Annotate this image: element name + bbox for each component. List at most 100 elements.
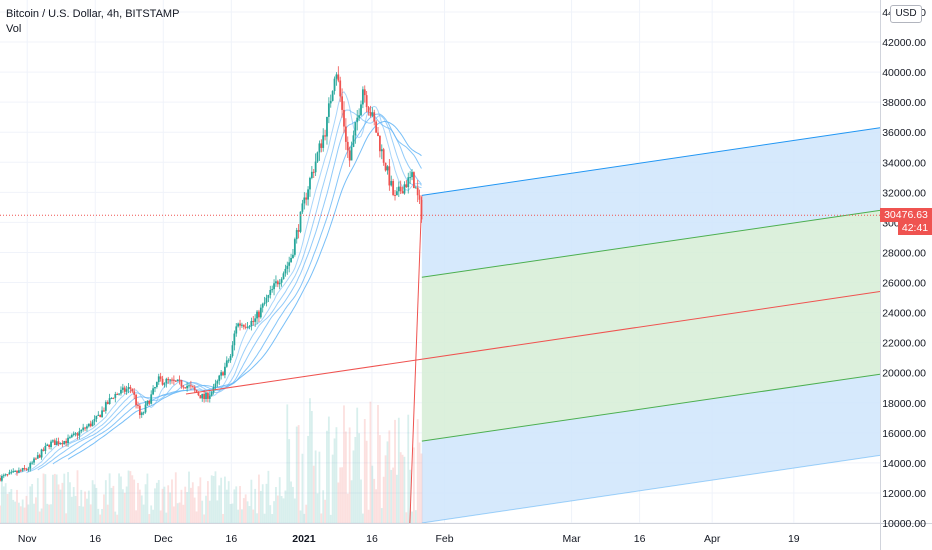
- price-tick-label[interactable]: 34000.00: [882, 157, 926, 169]
- pitchfork-handle-line[interactable]: [409, 195, 423, 524]
- candle-body: [178, 379, 181, 381]
- volume-bar: [254, 488, 257, 523]
- volume-bar: [154, 488, 156, 523]
- candle-body: [21, 468, 24, 471]
- volume-bar: [335, 427, 338, 523]
- volume-bar: [82, 506, 85, 523]
- bar-countdown-label: 42:41: [898, 222, 932, 236]
- volume-bar: [278, 477, 281, 523]
- pitchfork-inner-upper-line[interactable]: [421, 209, 881, 278]
- time-tick-label[interactable]: 16: [366, 533, 378, 545]
- price-tick-label[interactable]: 18000.00: [882, 398, 926, 410]
- volume-bar: [396, 474, 398, 523]
- candle-body: [390, 181, 393, 186]
- candle-body: [172, 379, 175, 381]
- volume-bar: [324, 499, 326, 523]
- volume-bar: [261, 484, 264, 523]
- candle-body: [14, 470, 17, 472]
- time-axis-labels[interactable]: Nov 16 Dec 16 2021 16 Feb Mar 16 Apr 19: [18, 533, 800, 545]
- candle-body: [405, 184, 408, 188]
- candle-body: [416, 187, 419, 196]
- volume-bar: [146, 473, 149, 523]
- time-tick-label[interactable]: Dec: [154, 533, 173, 545]
- time-tick-label[interactable]: 16: [634, 533, 646, 545]
- volume-bar: [197, 486, 200, 523]
- volume-bar: [299, 510, 302, 523]
- candle-body: [167, 378, 170, 381]
- candle-body: [16, 470, 18, 473]
- candle-body: [55, 441, 58, 446]
- price-tick-label[interactable]: 32000.00: [882, 187, 926, 199]
- candle-body: [110, 397, 113, 399]
- ma-line-28: [52, 113, 422, 465]
- price-tick-label[interactable]: 26000.00: [882, 278, 926, 290]
- price-tick-label[interactable]: 42000.00: [882, 37, 926, 49]
- time-tick-label[interactable]: 16: [89, 533, 101, 545]
- candle-body: [19, 470, 22, 472]
- price-axis-labels[interactable]: 10000.00 12000.00 14000.00 16000.00 18000.00…: [882, 7, 926, 530]
- candle-body: [254, 318, 257, 322]
- volume-bar: [142, 504, 145, 523]
- pitchfork-median-line[interactable]: [185, 291, 881, 395]
- volume-bar: [182, 504, 185, 523]
- currency-button[interactable]: USD: [890, 5, 922, 23]
- time-tick-label[interactable]: Mar: [562, 533, 581, 545]
- volume-bar: [224, 476, 226, 523]
- candle-body: [148, 400, 151, 404]
- time-tick-label[interactable]: 19: [788, 533, 800, 545]
- time-tick-label[interactable]: Apr: [704, 533, 721, 545]
- time-tick-label[interactable]: Nov: [18, 533, 37, 545]
- volume-legend[interactable]: Vol: [6, 23, 22, 35]
- symbol-title[interactable]: Bitcoin / U.S. Dollar, 4h, BITSTAMP: [6, 8, 180, 20]
- candle-body: [163, 383, 166, 385]
- volume-bar: [97, 508, 100, 523]
- pitchfork-inner-lower-line[interactable]: [421, 373, 881, 442]
- price-tick-label[interactable]: 14000.00: [882, 458, 926, 470]
- candle-body: [377, 132, 379, 136]
- candle-body: [271, 289, 274, 291]
- volume-bar: [220, 477, 223, 523]
- candle-body: [252, 320, 255, 322]
- candle-body: [207, 392, 209, 399]
- price-tick-label[interactable]: 38000.00: [882, 97, 926, 109]
- price-tick-label[interactable]: 36000.00: [882, 127, 926, 139]
- price-tick-label[interactable]: 24000.00: [882, 308, 926, 320]
- volume-bar: [167, 485, 170, 523]
- price-tick-label[interactable]: 12000.00: [882, 488, 926, 500]
- candle-body: [197, 392, 200, 396]
- volume-bar: [233, 489, 236, 523]
- time-tick-label[interactable]: 2021: [292, 533, 316, 545]
- volume-bar: [101, 508, 103, 523]
- volume-bar: [388, 430, 391, 523]
- candle-body: [57, 441, 60, 444]
- price-tick-label[interactable]: 28000.00: [882, 247, 926, 259]
- volume-bar: [110, 487, 113, 523]
- pitchfork-lower-line[interactable]: [421, 454, 881, 524]
- candle-body: [314, 161, 317, 173]
- volume-bar: [52, 474, 54, 523]
- price-tick-label[interactable]: 20000.00: [882, 368, 926, 380]
- volume-bar: [337, 482, 340, 523]
- pitchfork-upper-line[interactable]: [421, 127, 881, 196]
- volume-bar: [129, 471, 132, 523]
- volume-bar: [403, 456, 406, 523]
- time-tick-label[interactable]: 16: [225, 533, 237, 545]
- volume-bar: [363, 419, 366, 523]
- candle-body: [123, 387, 126, 392]
- volume-bar: [67, 472, 69, 523]
- time-tick-label[interactable]: Feb: [435, 533, 453, 545]
- candle-body: [82, 427, 85, 430]
- candle-body: [369, 111, 372, 116]
- candle-body: [106, 402, 109, 405]
- price-tick-label[interactable]: 22000.00: [882, 338, 926, 350]
- volume-bar: [118, 473, 120, 523]
- candles: [0, 66, 423, 482]
- volume-bar: [21, 499, 24, 523]
- pitchfork-lines[interactable]: [0, 127, 881, 524]
- volume-bar: [309, 398, 311, 523]
- price-tick-label[interactable]: 10000.00: [882, 518, 926, 530]
- candle-body: [382, 149, 385, 163]
- price-tick-label[interactable]: 40000.00: [882, 67, 926, 79]
- price-tick-label[interactable]: 16000.00: [882, 428, 926, 440]
